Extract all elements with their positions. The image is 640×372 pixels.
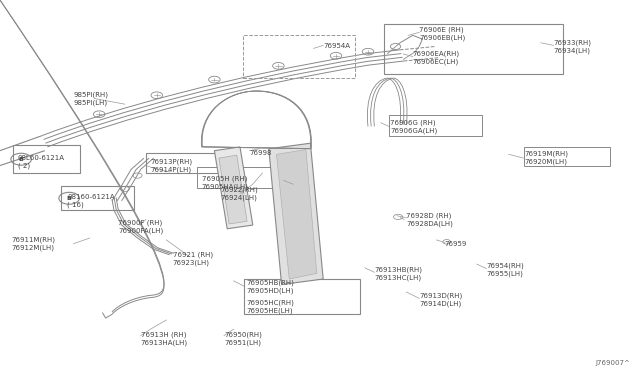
Text: 76913HB(RH)
76913HC(LH): 76913HB(RH) 76913HC(LH)	[374, 266, 422, 280]
Text: 76954(RH)
76955(LH): 76954(RH) 76955(LH)	[486, 263, 524, 277]
Text: B: B	[19, 157, 24, 162]
Text: 76913D(RH)
76914D(LH): 76913D(RH) 76914D(LH)	[419, 292, 463, 307]
Bar	[197, 167, 284, 188]
Text: 76950(RH)
76951(LH): 76950(RH) 76951(LH)	[224, 331, 262, 346]
PathPatch shape	[219, 155, 247, 224]
PathPatch shape	[214, 147, 253, 229]
Text: 76906EA(RH)
76906EC(LH): 76906EA(RH) 76906EC(LH)	[413, 51, 460, 65]
Text: 76922(RH)
76924(LH): 76922(RH) 76924(LH)	[221, 186, 259, 201]
Text: 76919M(RH)
76920M(LH): 76919M(RH) 76920M(LH)	[525, 151, 569, 165]
Bar	[61, 186, 134, 210]
Bar	[13, 145, 80, 173]
Text: J769007^: J769007^	[596, 360, 630, 366]
Text: 76900F (RH)
76900FA(LH): 76900F (RH) 76900FA(LH)	[118, 220, 164, 234]
Text: 76921 (RH)
76923(LH): 76921 (RH) 76923(LH)	[173, 251, 213, 266]
Text: 76913H (RH)
76913HA(LH): 76913H (RH) 76913HA(LH)	[141, 331, 188, 346]
Text: B: B	[67, 196, 72, 201]
Bar	[389, 115, 482, 136]
PathPatch shape	[276, 150, 317, 279]
Text: 76911M(RH)
76912M(LH): 76911M(RH) 76912M(LH)	[12, 237, 56, 251]
Text: 985PI(RH)
985PI(LH): 985PI(RH) 985PI(LH)	[74, 92, 109, 106]
Text: 08160-6121A
( 16): 08160-6121A ( 16)	[67, 194, 115, 208]
Text: 76998: 76998	[250, 150, 272, 155]
PathPatch shape	[269, 143, 323, 285]
Text: 76905HB(RH)
76905HD(LH): 76905HB(RH) 76905HD(LH)	[246, 279, 294, 294]
Bar	[244, 279, 360, 314]
Text: 76933(RH)
76934(LH): 76933(RH) 76934(LH)	[554, 39, 591, 54]
Text: 76913P(RH)
76914P(LH): 76913P(RH) 76914P(LH)	[150, 158, 193, 173]
Bar	[243, 35, 355, 78]
Text: 08L60-6121A
( 2): 08L60-6121A ( 2)	[18, 155, 65, 169]
Text: 76959: 76959	[445, 241, 467, 247]
Text: 76954A: 76954A	[323, 44, 350, 49]
Text: 76905H (RH)
76905HA(LH): 76905H (RH) 76905HA(LH)	[202, 175, 248, 189]
Bar	[524, 147, 610, 166]
Text: 76906E (RH)
76906EB(LH): 76906E (RH) 76906EB(LH)	[419, 26, 465, 41]
Text: 76906G (RH)
76906GA(LH): 76906G (RH) 76906GA(LH)	[390, 119, 438, 134]
Text: 76928D (RH)
76928DA(LH): 76928D (RH) 76928DA(LH)	[406, 212, 453, 227]
Bar	[384, 24, 563, 74]
Bar	[146, 153, 229, 173]
Text: 76905HC(RH)
76905HE(LH): 76905HC(RH) 76905HE(LH)	[246, 300, 294, 314]
